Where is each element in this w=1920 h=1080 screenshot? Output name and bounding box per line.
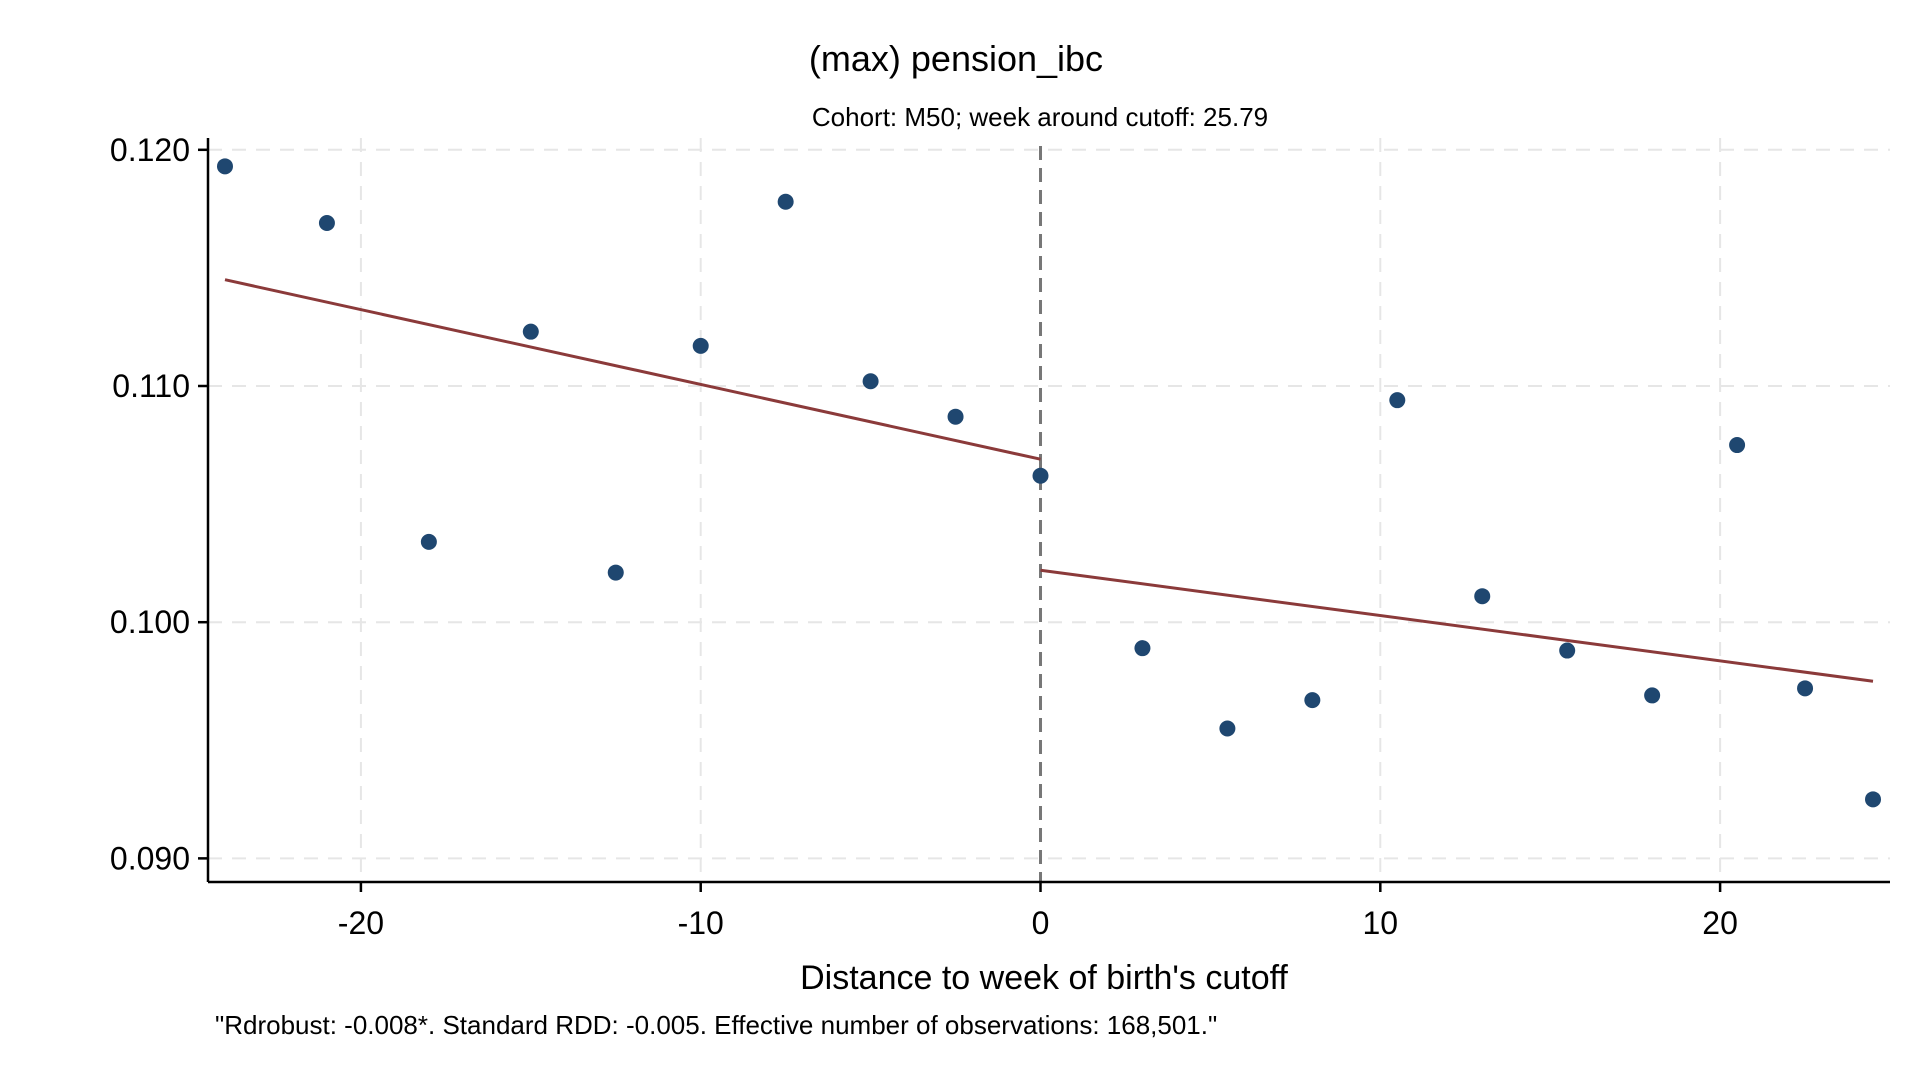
data-points	[216, 158, 1882, 808]
axes: 0.090 0.100 0.110 0.120 -20 -10 0 10 20	[110, 132, 1890, 941]
data-point	[216, 158, 233, 175]
data-point	[318, 215, 335, 232]
data-point	[522, 323, 539, 340]
x-tick-label: -10	[678, 905, 724, 941]
data-point	[1474, 588, 1491, 605]
data-point	[1644, 687, 1661, 704]
chart-note: "Rdrobust: -0.008*. Standard RDD: -0.005…	[215, 1010, 1218, 1040]
data-point	[1304, 692, 1321, 709]
chart-subtitle: Cohort: M50; week around cutoff: 25.79	[811, 102, 1269, 132]
data-point	[1134, 640, 1151, 657]
x-axis-title: Distance to week of birth's cutoff	[800, 959, 1288, 997]
chart-title: (max) pension_ibc	[808, 38, 1104, 79]
y-tick-label: 0.100	[110, 604, 190, 640]
data-point	[1797, 680, 1814, 697]
data-point	[862, 373, 879, 390]
data-point	[1729, 437, 1746, 454]
data-point	[1559, 642, 1576, 659]
data-point	[607, 564, 624, 581]
data-point	[1389, 392, 1406, 409]
x-tick-label: -20	[338, 905, 384, 941]
y-tick-label: 0.120	[110, 132, 190, 168]
y-tick-label: 0.110	[112, 368, 190, 404]
grid	[208, 138, 1890, 882]
data-point	[692, 337, 709, 354]
y-tick-label: 0.090	[110, 840, 190, 876]
fit-line-left	[224, 278, 1041, 461]
fit-line-right	[1040, 568, 1874, 683]
data-point	[777, 193, 794, 210]
data-point	[947, 408, 964, 425]
x-tick-label: 10	[1363, 905, 1399, 941]
fit-lines	[224, 278, 1874, 683]
x-tick-label: 20	[1702, 905, 1738, 941]
data-point	[420, 533, 437, 550]
data-point	[1219, 720, 1236, 737]
data-point	[1032, 467, 1049, 484]
data-point	[1865, 791, 1882, 808]
x-tick-label: 0	[1032, 905, 1050, 941]
